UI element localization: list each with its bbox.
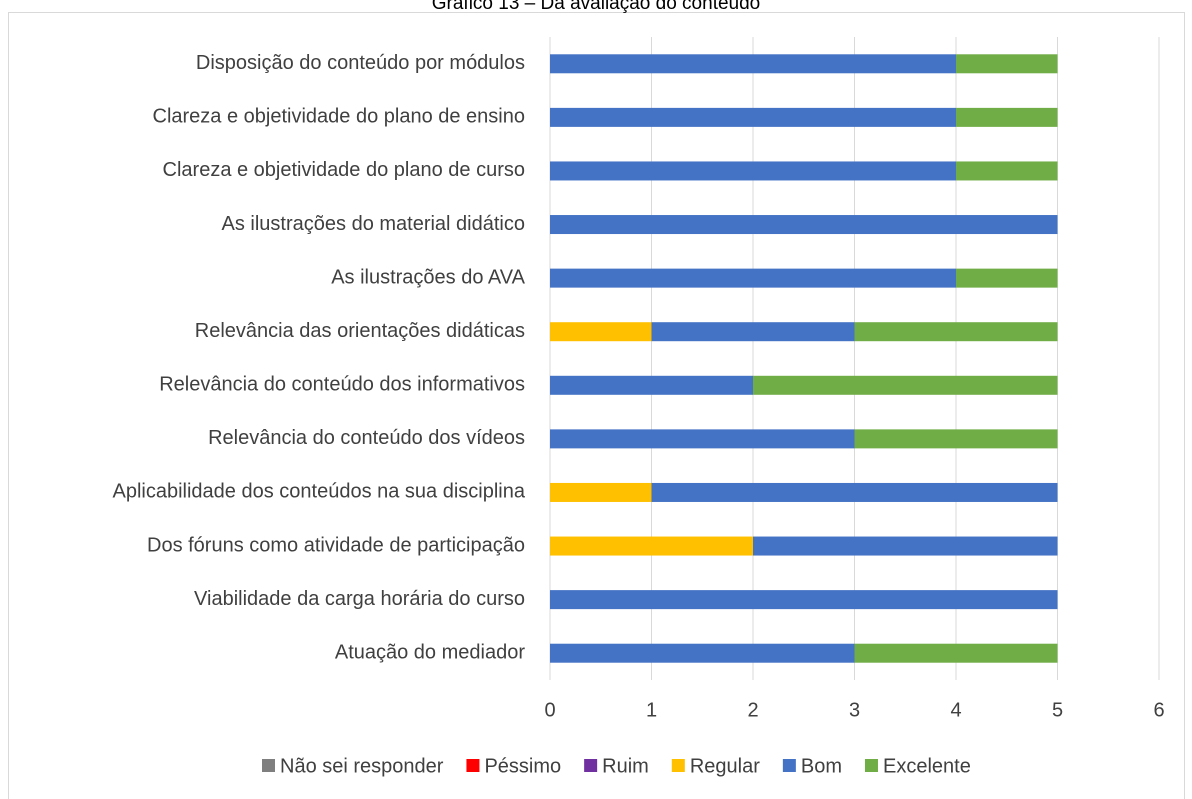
- y-tick-label: Viabilidade da carga horária do curso: [194, 588, 525, 610]
- x-tick-label: 2: [747, 699, 758, 721]
- y-tick-label: Dos fóruns como atividade de participaçã…: [147, 534, 525, 556]
- bar-segment: [651, 482, 1058, 502]
- y-tick-label: Relevância das orientações didáticas: [195, 320, 525, 342]
- bar-segment: [550, 54, 956, 74]
- bar-segment: [550, 161, 956, 181]
- y-tick-label: Clareza e objetividade do plano de ensin…: [153, 106, 526, 128]
- bar-segment: [550, 107, 956, 127]
- legend-swatch: [864, 759, 878, 772]
- legend-label: Ruim: [602, 755, 649, 777]
- x-tick-label: 6: [1153, 699, 1164, 721]
- x-tick-label: 3: [849, 699, 860, 721]
- y-tick-label: Aplicabilidade dos conteúdos na sua disc…: [113, 481, 526, 503]
- bar-segment: [956, 107, 1058, 127]
- bar-segment: [956, 54, 1058, 74]
- y-tick-label: Relevância do conteúdo dos informativos: [159, 374, 525, 396]
- y-tick-label: As ilustrações do material didático: [222, 213, 525, 235]
- bar-segment: [550, 322, 652, 342]
- legend-swatch: [262, 759, 275, 772]
- legend-swatch: [584, 759, 598, 772]
- y-tick-label: Atuação do mediador: [335, 641, 525, 663]
- bar-segment: [550, 215, 1058, 235]
- y-tick-label: Clareza e objetividade do plano de curso: [163, 159, 525, 181]
- bar-segment: [854, 643, 1058, 663]
- bar-segment: [753, 375, 1058, 395]
- bar-segment: [550, 482, 652, 502]
- x-tick-label: 0: [544, 699, 555, 721]
- chart-border: [8, 12, 1185, 799]
- legend-label: Regular: [690, 755, 760, 777]
- bar-segment: [550, 429, 855, 449]
- x-tick-label: 4: [950, 699, 961, 721]
- legend-label: Excelente: [883, 755, 971, 777]
- bar-segment: [550, 536, 753, 556]
- legend-label: Péssimo: [484, 755, 561, 777]
- bar-segment: [550, 643, 855, 663]
- legend-label: Bom: [801, 755, 842, 777]
- x-tick-label: 1: [646, 699, 657, 721]
- legend-swatch: [466, 759, 480, 772]
- y-tick-label: Disposição do conteúdo por módulos: [196, 52, 525, 74]
- legend-label: Não sei responder: [280, 755, 444, 777]
- bar-segment: [854, 322, 1058, 342]
- bar-segment: [956, 161, 1058, 181]
- bar-segment: [753, 536, 1058, 556]
- bar-segment: [550, 590, 1058, 610]
- bar-segment: [550, 268, 956, 288]
- x-tick-label: 5: [1052, 699, 1063, 721]
- y-tick-label: Relevância do conteúdo dos vídeos: [208, 427, 525, 449]
- legend-swatch: [782, 759, 796, 772]
- y-tick-label: As ilustrações do AVA: [331, 266, 525, 288]
- bar-segment: [956, 268, 1058, 288]
- chart-title: Gráfico 13 – Da avaliação do conteúdo: [432, 0, 761, 14]
- bar-segment: [854, 429, 1058, 449]
- bar-segment: [651, 322, 855, 342]
- bar-segment: [550, 375, 753, 395]
- legend-swatch: [671, 759, 685, 772]
